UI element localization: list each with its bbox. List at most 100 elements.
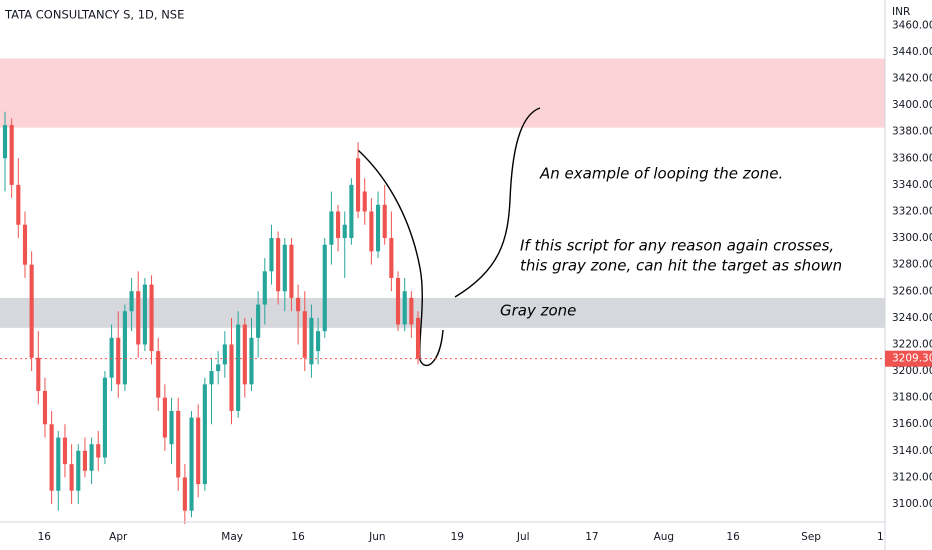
x-tick-label: May	[221, 531, 243, 543]
candle-body	[29, 264, 34, 358]
candle-body	[162, 397, 167, 438]
candle-body	[122, 311, 127, 385]
candle-body	[242, 324, 247, 385]
y-tick-label: 3160.00	[892, 418, 932, 430]
candle-body	[322, 244, 327, 332]
y-tick-label: 3460.00	[892, 19, 932, 31]
candle-body	[209, 371, 214, 385]
candle-body	[256, 304, 261, 338]
y-tick-label: 3320.00	[892, 205, 932, 217]
y-tick-label: 3120.00	[892, 471, 932, 483]
y-tick-label: 3220.00	[892, 338, 932, 350]
candle-body	[282, 244, 287, 292]
y-tick-label: 3340.00	[892, 179, 932, 191]
candle-body	[329, 211, 334, 245]
candle-body	[216, 364, 221, 372]
candle-body	[355, 158, 361, 212]
candle-body	[189, 417, 194, 511]
candle-body	[62, 437, 68, 465]
candle-body	[276, 238, 281, 292]
candle-body	[129, 291, 134, 312]
y-tick-label: 3380.00	[892, 126, 932, 138]
candle-body	[16, 184, 21, 225]
x-tick-label: 1	[877, 531, 884, 543]
candle-body	[149, 284, 154, 352]
y-tick-label: 3240.00	[892, 312, 932, 324]
annotation: this gray zone, can hit the target as sh…	[520, 257, 842, 275]
candle-body	[89, 444, 94, 471]
y-tick-label: 3140.00	[892, 445, 932, 457]
candle-body	[22, 224, 28, 265]
candle-body	[289, 244, 294, 298]
annotation: Gray zone	[500, 302, 576, 320]
y-tick-label: 3180.00	[892, 392, 932, 404]
candle-body	[395, 277, 401, 325]
candle-body	[342, 224, 347, 239]
zones	[0, 58, 885, 328]
candle-body	[36, 357, 41, 392]
last-price-badge	[885, 350, 932, 367]
candle-body	[362, 191, 367, 212]
candle-body	[249, 337, 254, 385]
candle-body	[102, 377, 107, 458]
candle-body	[302, 311, 307, 358]
zone	[0, 297, 885, 328]
candle-body	[222, 344, 227, 365]
candle-body	[69, 464, 74, 491]
candle-body	[76, 450, 81, 491]
hand-drawn-arrow	[454, 107, 541, 298]
candle-body	[2, 125, 8, 159]
candle-body	[316, 331, 321, 352]
x-tick-label: Jun	[368, 531, 385, 543]
y-tick-label: 3360.00	[892, 152, 932, 164]
candle-body	[296, 297, 301, 312]
x-tick-label: 19	[451, 531, 464, 543]
x-tick-label: 16	[38, 531, 52, 543]
candles	[2, 111, 421, 524]
y-tick-label: 3100.00	[892, 498, 932, 510]
candle-body	[176, 410, 181, 478]
candle-body	[409, 297, 414, 325]
x-tick-label: Aug	[654, 531, 675, 543]
candle-body	[309, 317, 314, 365]
candle-body	[96, 444, 101, 458]
x-tick-label: Apr	[109, 531, 128, 543]
candle-body	[142, 284, 147, 345]
x-tick-label: Jul	[516, 531, 530, 543]
x-tick-label: 16	[726, 531, 740, 543]
x-tick-label: Sep	[801, 531, 821, 543]
candle-body	[229, 344, 234, 411]
candle-body	[202, 384, 207, 485]
y-unit: INR	[892, 6, 910, 18]
candle-body	[369, 211, 374, 252]
candle-body	[336, 211, 341, 239]
annotation: If this script for any reason again cros…	[520, 237, 834, 255]
candle-body	[136, 291, 141, 345]
candle-body	[9, 125, 14, 185]
candle-body	[262, 271, 267, 305]
candle-body	[49, 424, 54, 491]
y-tick-label: 3260.00	[892, 285, 932, 297]
x-tick-label: 17	[585, 531, 598, 543]
x-tick-label: 16	[291, 531, 305, 543]
y-tick-label: 3300.00	[892, 232, 932, 244]
candle-body	[415, 317, 421, 359]
candle-body	[116, 337, 121, 385]
candle-body	[56, 437, 61, 491]
candle-body	[382, 204, 387, 239]
candle-body	[349, 184, 354, 239]
candle-body	[182, 477, 187, 511]
chart-title: TATA CONSULTANCY S, 1D, NSE	[4, 8, 184, 22]
last-price-label: 3209.30	[892, 353, 932, 365]
candle-body	[375, 204, 381, 252]
annotation: An example of looping the zone.	[539, 165, 783, 183]
hand-drawn-loop	[357, 149, 444, 367]
y-tick-label: 3200.00	[892, 365, 932, 377]
candle-body	[196, 417, 201, 485]
candle-body	[82, 450, 88, 471]
candle-body	[236, 324, 241, 411]
candle-body	[109, 337, 114, 378]
candle-body	[402, 291, 407, 325]
candle-body	[169, 410, 174, 445]
